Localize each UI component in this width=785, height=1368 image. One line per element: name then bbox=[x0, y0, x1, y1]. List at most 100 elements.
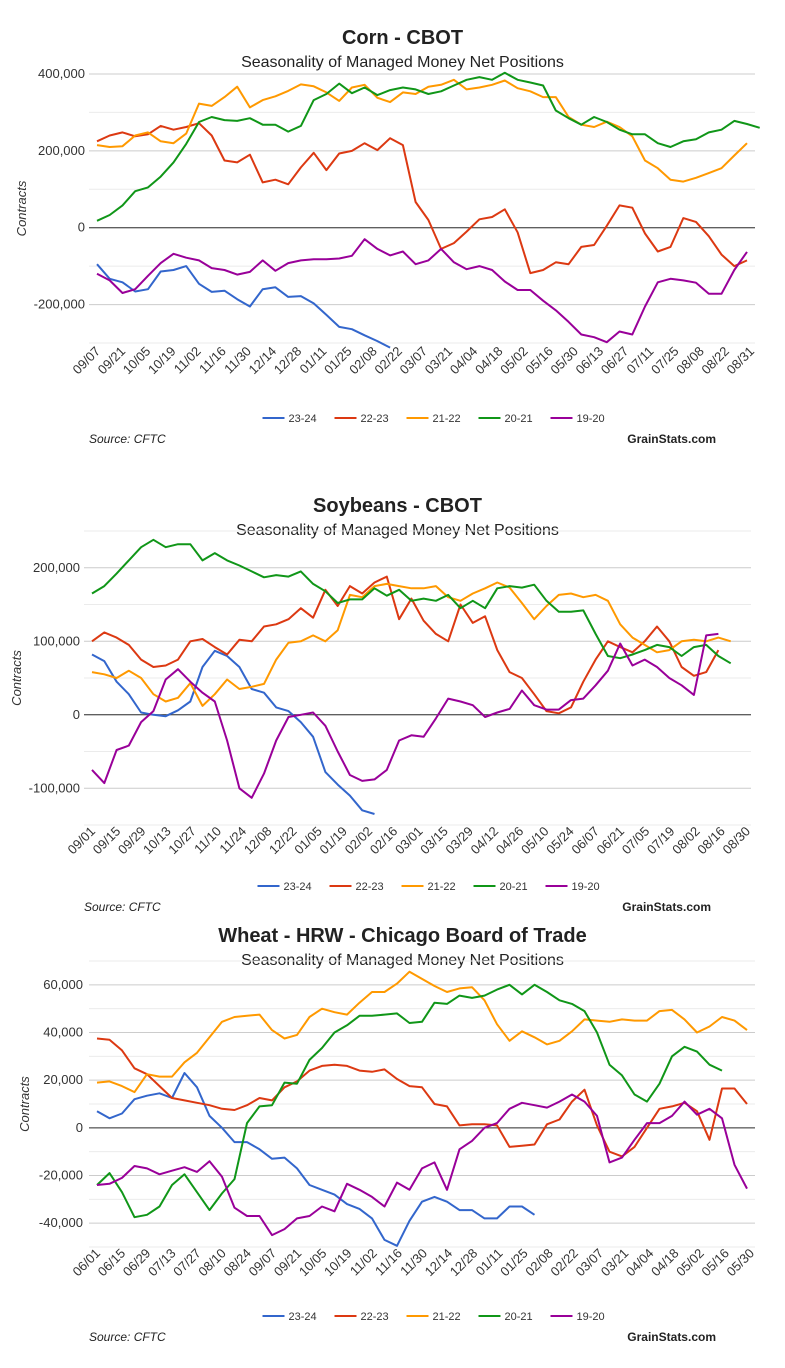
x-tick-label: 12/08 bbox=[241, 824, 275, 858]
x-tick-label: 04/12 bbox=[468, 824, 502, 858]
series-line-22-23 bbox=[91, 575, 720, 715]
x-tick-label: 11/16 bbox=[372, 1246, 405, 1279]
legend-label: 23-24 bbox=[289, 1311, 317, 1323]
x-tick-label: 12/22 bbox=[266, 824, 300, 858]
series-line-22-23 bbox=[96, 1037, 748, 1158]
y-tick-label: -20,000 bbox=[39, 1168, 83, 1183]
series-line-23-24 bbox=[91, 649, 375, 815]
x-tick-label: 08/22 bbox=[698, 344, 732, 378]
x-tick-label: 12/28 bbox=[271, 344, 305, 378]
legend-label: 20-21 bbox=[500, 881, 528, 893]
x-tick-label: 07/05 bbox=[619, 824, 653, 858]
x-tick-label: 02/02 bbox=[342, 824, 376, 858]
credit-note: GrainStats.com bbox=[627, 1330, 716, 1344]
x-tick-label: 10/05 bbox=[120, 344, 154, 378]
x-tick-label: 01/25 bbox=[321, 344, 355, 378]
x-tick-label: 03/21 bbox=[598, 1246, 632, 1280]
x-tick-label: 06/13 bbox=[573, 344, 607, 378]
wheat-chart: Wheat - HRW - Chicago Board of Trade Seas… bbox=[0, 898, 785, 1358]
series-line-19-20 bbox=[96, 238, 748, 344]
series-line-20-21 bbox=[96, 983, 723, 1219]
series-line-21-22 bbox=[96, 78, 748, 183]
x-tick-label: 03/07 bbox=[397, 344, 431, 378]
x-tick-label: 06/21 bbox=[594, 824, 628, 858]
x-tick-label: 07/27 bbox=[170, 1246, 204, 1280]
x-tick-label: 03/01 bbox=[392, 824, 426, 858]
x-tick-label: 03/07 bbox=[573, 1246, 607, 1280]
x-tick-label: 10/19 bbox=[321, 1246, 355, 1280]
legend-label: 23-24 bbox=[289, 413, 317, 425]
wheat-chart-svg: Wheat - HRW - Chicago Board of TradeSeas… bbox=[17, 925, 758, 1344]
x-tick-label: 05/30 bbox=[547, 344, 581, 378]
corn-chart: Corn - CBOT Seasonality of Managed Money … bbox=[0, 0, 785, 460]
x-tick-label: 05/16 bbox=[522, 344, 556, 378]
legend-label: 21-22 bbox=[428, 881, 456, 893]
x-tick-label: 09/07 bbox=[70, 344, 104, 378]
x-tick-label: 05/24 bbox=[543, 824, 577, 858]
chart-title: Soybeans - CBOT bbox=[313, 495, 482, 517]
x-tick-label: 04/04 bbox=[623, 1246, 657, 1280]
x-tick-label: 03/29 bbox=[442, 824, 476, 858]
legend-label: 22-23 bbox=[361, 413, 389, 425]
x-tick-label: 05/10 bbox=[518, 824, 552, 858]
x-tick-label: 11/10 bbox=[191, 824, 224, 857]
x-tick-label: 08/08 bbox=[673, 344, 707, 378]
x-tick-label: 07/11 bbox=[624, 344, 657, 377]
x-tick-label: 03/15 bbox=[417, 824, 451, 858]
y-tick-label: 40,000 bbox=[43, 1025, 83, 1040]
x-tick-label: 11/02 bbox=[347, 1246, 380, 1279]
x-tick-label: 01/19 bbox=[316, 824, 350, 858]
y-tick-label: 100,000 bbox=[33, 633, 80, 648]
x-tick-label: 02/08 bbox=[346, 344, 380, 378]
x-tick-label: 05/16 bbox=[698, 1246, 732, 1280]
series-line-21-22 bbox=[96, 970, 748, 1094]
y-axis-label: Contracts bbox=[9, 650, 24, 706]
x-tick-label: 12/14 bbox=[246, 344, 280, 378]
x-tick-label: 02/16 bbox=[367, 824, 401, 858]
x-tick-label: 02/08 bbox=[522, 1246, 556, 1280]
series-line-19-20 bbox=[96, 1093, 748, 1237]
x-tick-label: 09/21 bbox=[95, 344, 129, 378]
legend-label: 22-23 bbox=[361, 1311, 389, 1323]
x-tick-label: 06/15 bbox=[95, 1246, 129, 1280]
credit-note: GrainStats.com bbox=[627, 432, 716, 446]
source-note: Source: CFTC bbox=[89, 1330, 166, 1344]
legend-label: 20-21 bbox=[505, 1311, 533, 1323]
x-tick-label: 09/15 bbox=[90, 824, 124, 858]
credit-note: GrainStats.com bbox=[622, 900, 711, 914]
y-tick-label: -40,000 bbox=[39, 1215, 83, 1230]
x-tick-label: 05/30 bbox=[724, 1246, 758, 1280]
legend-label: 19-20 bbox=[577, 1311, 605, 1323]
x-tick-label: 10/05 bbox=[296, 1246, 330, 1280]
x-tick-label: 06/29 bbox=[120, 1246, 154, 1280]
legend-label: 21-22 bbox=[433, 413, 461, 425]
x-tick-label: 04/26 bbox=[493, 824, 527, 858]
chart-subtitle: Seasonality of Managed Money Net Positio… bbox=[241, 54, 564, 71]
y-tick-label: 0 bbox=[78, 220, 85, 235]
series-line-21-22 bbox=[91, 581, 731, 707]
x-tick-label: 11/24 bbox=[216, 824, 249, 857]
x-tick-label: 07/19 bbox=[644, 824, 678, 858]
x-tick-label: 01/11 bbox=[473, 1246, 506, 1279]
x-tick-label: 02/22 bbox=[371, 344, 405, 378]
y-axis-label: Contracts bbox=[17, 1076, 32, 1132]
x-tick-label: 05/02 bbox=[673, 1246, 707, 1280]
x-tick-label: 03/21 bbox=[422, 344, 456, 378]
x-tick-label: 02/22 bbox=[547, 1246, 581, 1280]
x-tick-label: 12/28 bbox=[447, 1246, 481, 1280]
x-tick-label: 07/25 bbox=[648, 344, 682, 378]
x-tick-label: 08/24 bbox=[220, 1246, 254, 1280]
x-tick-label: 08/30 bbox=[720, 824, 754, 858]
x-tick-label: 06/27 bbox=[598, 344, 632, 378]
source-note: Source: CFTC bbox=[89, 432, 166, 446]
x-tick-label: 01/05 bbox=[291, 824, 325, 858]
series-line-22-23 bbox=[96, 122, 748, 275]
legend-label: 22-23 bbox=[356, 881, 384, 893]
series-line-20-21 bbox=[96, 71, 760, 222]
x-tick-label: 10/19 bbox=[145, 344, 179, 378]
y-tick-label: 20,000 bbox=[43, 1072, 83, 1087]
chart-title: Corn - CBOT bbox=[342, 27, 463, 49]
y-tick-label: 0 bbox=[76, 1120, 83, 1135]
x-tick-label: 08/10 bbox=[195, 1246, 229, 1280]
